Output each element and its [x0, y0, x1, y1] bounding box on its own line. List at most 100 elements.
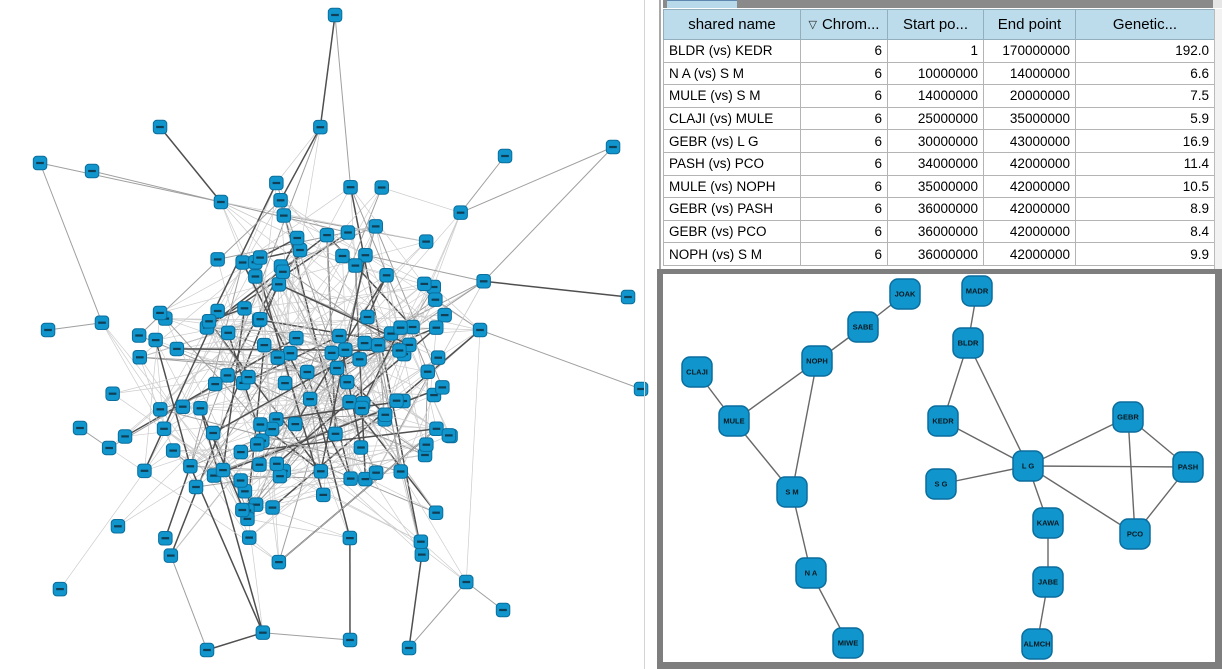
cell-value[interactable]: 36000000 — [887, 197, 984, 221]
network-node-BLDR[interactable]: BLDR — [952, 327, 984, 359]
network-node-N-A[interactable]: N A — [795, 557, 827, 589]
cell-shared-name[interactable]: N A (vs) S M — [663, 61, 801, 86]
network-node[interactable] — [401, 640, 417, 656]
scrollbar-thumb[interactable] — [667, 0, 737, 8]
network-node[interactable] — [352, 352, 367, 367]
node-shape[interactable] — [1172, 451, 1204, 483]
network-node[interactable] — [357, 335, 372, 351]
node-shape[interactable] — [1112, 401, 1144, 433]
network-node[interactable] — [633, 381, 649, 397]
column-header-end-point[interactable]: End point — [983, 9, 1076, 40]
network-node[interactable] — [428, 292, 443, 307]
network-node[interactable] — [252, 250, 268, 265]
table-row[interactable]: GEBR (vs) PCO 6 36000000 42000000 8.4 — [663, 219, 1215, 244]
network-node[interactable] — [165, 443, 181, 458]
network-node[interactable] — [430, 350, 446, 365]
network-node[interactable] — [343, 180, 358, 195]
cell-shared-name[interactable]: GEBR (vs) L G — [663, 129, 801, 153]
network-node[interactable] — [368, 219, 383, 234]
network-node[interactable] — [158, 531, 173, 546]
network-node[interactable] — [252, 457, 267, 472]
network-node[interactable] — [358, 248, 373, 263]
network-node[interactable] — [335, 248, 350, 264]
cell-value[interactable]: 42000000 — [983, 151, 1076, 176]
network-node[interactable] — [101, 440, 117, 456]
network-node[interactable] — [269, 456, 284, 472]
network-node-KEDR[interactable]: KEDR — [927, 405, 959, 437]
cell-shared-name[interactable]: GEBR (vs) PCO — [663, 219, 801, 244]
cell-value[interactable]: 14000000 — [983, 61, 1076, 86]
network-node[interactable] — [316, 487, 331, 503]
node-shape[interactable] — [961, 275, 993, 307]
cell-value[interactable]: 6 — [800, 61, 888, 86]
cell-value[interactable]: 20000000 — [983, 84, 1076, 108]
network-node[interactable] — [497, 148, 513, 164]
network-edge-NOPH-SM[interactable] — [791, 360, 818, 493]
cell-shared-name[interactable]: MULE (vs) S M — [663, 84, 801, 108]
table-row[interactable]: MULE (vs) NOPH 6 35000000 42000000 10.5 — [663, 174, 1215, 199]
network-node[interactable] — [393, 320, 408, 335]
network-node[interactable] — [253, 312, 268, 327]
network-node[interactable] — [342, 530, 358, 546]
network-node[interactable] — [328, 426, 343, 442]
cell-value[interactable]: 42000000 — [983, 242, 1076, 266]
network-node[interactable] — [148, 332, 163, 348]
cell-value[interactable]: 6 — [800, 197, 888, 221]
network-node[interactable] — [277, 375, 293, 391]
network-node[interactable] — [105, 386, 120, 401]
table-row[interactable]: N A (vs) S M 6 10000000 14000000 6.6 — [663, 61, 1215, 86]
node-shape[interactable] — [1021, 628, 1053, 660]
network-node[interactable] — [242, 530, 257, 545]
table-row[interactable]: MULE (vs) S M 6 14000000 20000000 7.5 — [663, 84, 1215, 108]
network-node[interactable] — [275, 264, 291, 279]
network-node[interactable] — [175, 399, 191, 414]
cell-value[interactable]: 36000000 — [887, 219, 984, 244]
network-node[interactable] — [201, 314, 217, 329]
network-node[interactable] — [620, 289, 636, 305]
network-node[interactable] — [250, 437, 265, 452]
network-node-NOPH[interactable]: NOPH — [801, 345, 833, 377]
network-node[interactable] — [378, 407, 393, 422]
network-node[interactable] — [453, 205, 468, 220]
network-node[interactable] — [302, 391, 318, 407]
network-node[interactable] — [324, 345, 339, 361]
cell-shared-name[interactable]: CLAJI (vs) MULE — [663, 106, 801, 131]
cell-shared-name[interactable]: PASH (vs) PCO — [663, 151, 801, 176]
network-node-S-G[interactable]: S G — [925, 468, 957, 500]
network-node[interactable] — [348, 258, 363, 273]
network-node[interactable] — [319, 227, 335, 243]
cell-value[interactable]: 10000000 — [887, 61, 984, 86]
cell-value[interactable]: 170000000 — [983, 39, 1076, 63]
network-node[interactable] — [343, 471, 358, 486]
node-shape[interactable] — [795, 557, 827, 589]
node-shape[interactable] — [1032, 566, 1064, 598]
network-node[interactable] — [354, 400, 370, 416]
network-node-JABE[interactable]: JABE — [1032, 566, 1064, 598]
network-node-GEBR[interactable]: GEBR — [1112, 401, 1144, 433]
network-node[interactable] — [117, 429, 133, 444]
network-node[interactable] — [199, 642, 215, 658]
node-shape[interactable] — [1032, 507, 1064, 539]
network-node[interactable] — [292, 242, 308, 258]
network-node[interactable] — [265, 500, 280, 515]
network-node[interactable] — [270, 350, 285, 365]
network-node[interactable] — [605, 139, 621, 155]
table-scrollbar[interactable] — [1214, 9, 1222, 269]
network-edge-LG-GEBR[interactable] — [1027, 416, 1129, 467]
network-node[interactable] — [40, 322, 56, 338]
cell-value[interactable]: 36000000 — [887, 242, 984, 266]
node-shape[interactable] — [952, 327, 984, 359]
network-node[interactable] — [419, 437, 434, 452]
table-row[interactable]: GEBR (vs) L G 6 30000000 43000000 16.9 — [663, 129, 1215, 153]
network-edge-BLDR-LG[interactable] — [967, 342, 1029, 467]
network-node-PASH[interactable]: PASH — [1172, 451, 1204, 483]
network-node[interactable] — [215, 462, 231, 478]
node-shape[interactable] — [681, 356, 713, 388]
network-node[interactable] — [441, 428, 457, 443]
network-node[interactable] — [389, 393, 404, 408]
network-node[interactable] — [52, 581, 68, 597]
cell-shared-name[interactable]: GEBR (vs) PASH — [663, 197, 801, 221]
network-node[interactable] — [233, 473, 248, 488]
network-node[interactable] — [283, 346, 298, 361]
cell-value[interactable]: 6 — [800, 174, 888, 199]
